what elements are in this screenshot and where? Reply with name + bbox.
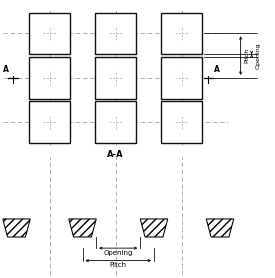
Bar: [95, 57, 136, 99]
Bar: [95, 101, 136, 143]
Bar: [161, 57, 202, 99]
Text: A-A: A-A: [107, 150, 124, 159]
Polygon shape: [3, 219, 30, 237]
Polygon shape: [140, 219, 168, 237]
Bar: [29, 101, 70, 143]
Bar: [95, 13, 136, 54]
Bar: [29, 13, 70, 54]
Text: A: A: [2, 65, 9, 74]
Bar: [161, 101, 202, 143]
Text: Opening: Opening: [256, 42, 261, 69]
Bar: [161, 13, 202, 54]
Text: Pitch: Pitch: [245, 48, 250, 63]
Polygon shape: [69, 219, 96, 237]
Text: Pitch: Pitch: [110, 262, 127, 268]
Polygon shape: [206, 219, 234, 237]
Text: Opening: Opening: [104, 250, 133, 255]
Text: A: A: [213, 65, 219, 74]
Bar: [29, 57, 70, 99]
